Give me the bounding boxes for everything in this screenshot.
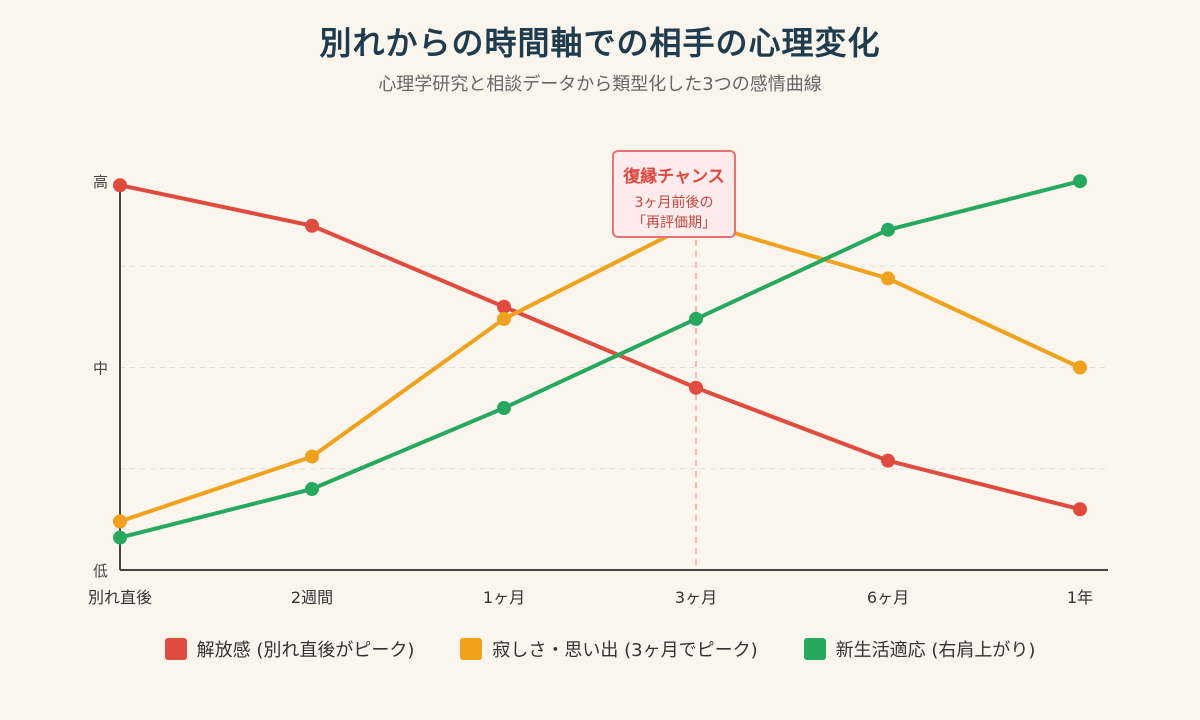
x-tick-label: 3ヶ月: [675, 588, 717, 607]
x-tick-label: 別れ直後: [88, 588, 152, 607]
legend-item-loneliness: 寂しさ・思い出 (3ヶ月でピーク): [460, 636, 758, 662]
legend-swatch-relief: [164, 638, 187, 660]
reunion-chance-callout: 復縁チャンス 3ヶ月前後の 「再評価期」: [612, 150, 736, 238]
callout-title: 復縁チャンス: [623, 167, 725, 187]
series-0-point: [1073, 502, 1087, 517]
callout-subtitle: 3ヶ月前後の 「再評価期」: [614, 193, 734, 233]
chart-subtitle: 心理学研究と相談データから類型化した3つの感情曲線: [378, 74, 822, 95]
callout-line2: 「再評価期」: [632, 215, 716, 231]
x-tick-label: 2週間: [291, 588, 333, 607]
y-tick-label: 高: [93, 173, 108, 191]
series-1-point: [1073, 360, 1087, 375]
series-0-point: [689, 380, 703, 395]
series-0-point: [305, 218, 319, 233]
legend-label-relief: 解放感 (別れ直後がピーク): [196, 640, 415, 661]
series-1-point: [113, 514, 127, 529]
series-line-1: [118, 219, 1082, 524]
callout-line1: 3ヶ月前後の: [634, 195, 714, 211]
series-2-point: [497, 401, 511, 415]
chart-title: 別れからの時間軸での相手の心理変化: [319, 24, 881, 62]
series-1-point: [497, 311, 511, 326]
series-0-point: [113, 178, 127, 193]
series-line-0: [118, 183, 1082, 512]
legend-label-loneliness: 寂しさ・思い出 (3ヶ月でピーク): [492, 640, 758, 661]
legend-item-relief: 解放感 (別れ直後がピーク): [164, 636, 415, 662]
series-2-point: [113, 530, 127, 545]
y-tick-label: 低: [93, 562, 108, 580]
x-tick-label: 6ヶ月: [867, 588, 909, 607]
legend-swatch-loneliness: [460, 638, 483, 660]
legend-label-adaptation: 新生活適応 (右肩上がり): [835, 640, 1036, 661]
series-0-point: [497, 299, 511, 314]
series-1-point: [881, 271, 895, 286]
series-2-point: [689, 311, 703, 326]
x-tick-label: 1年: [1067, 588, 1093, 607]
chart-legend: 解放感 (別れ直後がピーク) 寂しさ・思い出 (3ヶ月でピーク) 新生活適応 (…: [0, 636, 1200, 662]
x-tick-label: 1ヶ月: [483, 588, 525, 607]
series-0-point: [881, 453, 895, 468]
series-2-point: [1073, 174, 1087, 189]
legend-item-adaptation: 新生活適応 (右肩上がり): [803, 636, 1036, 662]
legend-swatch-adaptation: [803, 638, 826, 660]
y-tick-label: 中: [93, 360, 108, 378]
series-2-point: [305, 482, 319, 496]
series-2-point: [881, 222, 895, 237]
series-1-point: [305, 449, 319, 464]
series-line-2: [118, 179, 1082, 540]
